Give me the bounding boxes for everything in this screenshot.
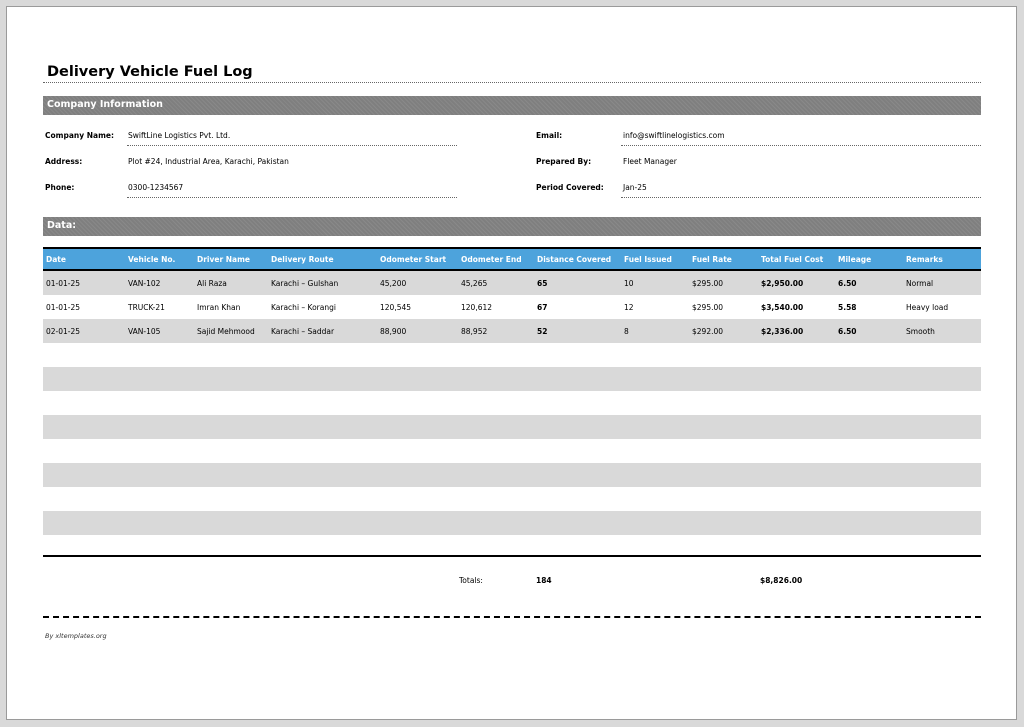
footer-credit: By xltemplates.org (45, 632, 107, 640)
column-header[interactable]: Vehicle No. (128, 255, 176, 264)
table-row (43, 439, 981, 463)
table-cell[interactable]: Karachi – Gulshan (271, 279, 339, 288)
table-cell[interactable]: 02-01-25 (46, 327, 81, 336)
totals-distance: 184 (536, 576, 552, 585)
field-label: Period Covered: (536, 183, 604, 192)
table-cell[interactable]: 01-01-25 (46, 303, 81, 312)
field-value[interactable]: Jan-25 (623, 183, 647, 192)
table-cell[interactable]: 67 (537, 303, 548, 312)
table-row (43, 487, 981, 511)
page-title: Delivery Vehicle Fuel Log (47, 64, 253, 80)
table-cell[interactable]: 12 (624, 303, 634, 312)
table-cell[interactable]: VAN-105 (128, 327, 161, 336)
footer-divider (43, 616, 981, 618)
table-cell[interactable]: $292.00 (692, 327, 724, 336)
table-cell[interactable]: Smooth (906, 327, 935, 336)
table-cell[interactable]: TRUCK-21 (128, 303, 165, 312)
data-header: Data: (43, 217, 981, 236)
table-cell[interactable]: Imran Khan (197, 303, 241, 312)
table-cell[interactable]: 120,612 (461, 303, 493, 312)
field-label: Phone: (45, 183, 75, 192)
table-cell[interactable]: 88,952 (461, 327, 488, 336)
table-row (43, 511, 981, 535)
table-row: 01-01-25 TRUCK-21 Imran Khan Karachi – Kora… (43, 295, 981, 319)
field-underline (621, 145, 981, 146)
field-underline (621, 197, 981, 198)
table-cell[interactable]: 52 (537, 327, 548, 336)
table-cell[interactable]: Normal (906, 279, 934, 288)
table-cell[interactable]: 6.50 (838, 279, 857, 288)
column-header[interactable]: Delivery Route (271, 255, 334, 264)
table-cell[interactable]: 5.58 (838, 303, 857, 312)
field-value[interactable]: 0300-1234567 (128, 183, 184, 192)
column-header[interactable]: Distance Covered (537, 255, 612, 264)
table-row (43, 463, 981, 487)
table-cell[interactable]: Karachi – Korangi (271, 303, 336, 312)
table-cell[interactable]: $295.00 (692, 303, 724, 312)
table-row (43, 391, 981, 415)
table-cell[interactable]: $295.00 (692, 279, 724, 288)
field-underline (127, 145, 457, 146)
table-cell[interactable]: 88,900 (380, 327, 407, 336)
column-header[interactable]: Fuel Rate (692, 255, 732, 264)
field-label: Email: (536, 131, 563, 140)
table-cell[interactable]: Ali Raza (197, 279, 227, 288)
title-divider (43, 82, 981, 83)
field-value[interactable]: SwiftLine Logistics Pvt. Ltd. (128, 131, 231, 140)
table-cell[interactable]: 65 (537, 279, 548, 288)
column-header[interactable]: Remarks (906, 255, 943, 264)
table-cell[interactable]: $3,540.00 (761, 303, 804, 312)
column-header[interactable]: Odometer End (461, 255, 522, 264)
column-header[interactable]: Driver Name (197, 255, 251, 264)
table-cell[interactable]: 45,265 (461, 279, 488, 288)
table-cell[interactable]: VAN-102 (128, 279, 161, 288)
table-row: 02-01-25 VAN-105 Sajid Mehmood Karachi – Sa… (43, 319, 981, 343)
totals-label: Totals: (459, 576, 483, 585)
table-row: 01-01-25 VAN-102 Ali Raza Karachi – Gulshan… (43, 271, 981, 295)
field-value[interactable]: Plot #24, Industrial Area, Karachi, Paki… (128, 157, 289, 166)
table-cell[interactable]: Karachi – Saddar (271, 327, 335, 336)
field-underline (127, 197, 457, 198)
table-cell[interactable]: 8 (624, 327, 629, 336)
column-header[interactable]: Total Fuel Cost (761, 255, 824, 264)
totals-fuel-cost: $8,826.00 (760, 576, 803, 585)
field-value[interactable]: info@swiftlinelogistics.com (623, 131, 725, 140)
table-cell[interactable]: 45,200 (380, 279, 407, 288)
totals-divider (43, 555, 981, 557)
table-cell[interactable]: 120,545 (380, 303, 412, 312)
table-cell[interactable]: Sajid Mehmood (197, 327, 255, 336)
company-info-header: Company Information (43, 96, 981, 115)
sheet-page: Delivery Vehicle Fuel Log Company Inform… (6, 6, 1017, 720)
field-value[interactable]: Fleet Manager (623, 157, 677, 166)
table-cell[interactable]: 01-01-25 (46, 279, 81, 288)
table-cell[interactable]: 6.50 (838, 327, 857, 336)
table-header: Date Vehicle No. Driver Name Delivery Route… (43, 247, 981, 271)
field-label: Company Name: (45, 131, 114, 140)
column-header[interactable]: Date (46, 255, 66, 264)
field-label: Address: (45, 157, 83, 166)
table-row (43, 415, 981, 439)
table-cell[interactable]: 10 (624, 279, 634, 288)
table-cell[interactable]: Heavy load (906, 303, 949, 312)
field-label: Prepared By: (536, 157, 592, 166)
table-cell[interactable]: $2,336.00 (761, 327, 804, 336)
table-row (43, 343, 981, 367)
column-header[interactable]: Mileage (838, 255, 872, 264)
table-row (43, 367, 981, 391)
table-cell[interactable]: $2,950.00 (761, 279, 804, 288)
column-header[interactable]: Fuel Issued (624, 255, 672, 264)
column-header[interactable]: Odometer Start (380, 255, 447, 264)
